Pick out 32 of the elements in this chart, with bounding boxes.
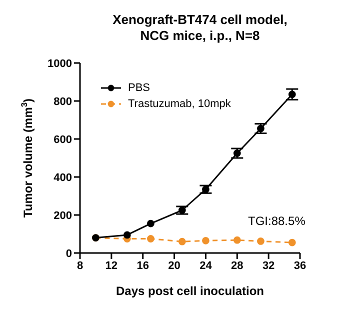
- x-tick-label: 28: [231, 260, 244, 272]
- point: [202, 236, 210, 244]
- annotation: TGI:88.5%: [248, 214, 306, 228]
- x-tick-label: 24: [200, 260, 213, 272]
- y-tick-label: 1000: [48, 58, 72, 70]
- point: [178, 238, 186, 246]
- y-tick-label: 600: [54, 134, 72, 146]
- point: [233, 150, 241, 157]
- point: [288, 238, 296, 246]
- point: [233, 236, 241, 244]
- point: [178, 206, 186, 214]
- x-tick-label: 16: [136, 260, 149, 272]
- point: [147, 220, 154, 228]
- y-tick-label: 400: [54, 172, 72, 184]
- legend-label: PBS: [128, 82, 150, 94]
- point: [202, 186, 210, 194]
- legend-label: Trastuzumab, 10mpk: [128, 98, 231, 110]
- point: [257, 124, 264, 132]
- x-tick-label: 12: [105, 260, 118, 272]
- x-tick-label: 20: [168, 260, 180, 272]
- y-tick-label: 800: [54, 96, 72, 108]
- x-tick-label: 8: [76, 260, 84, 272]
- x-tick-label: 32: [262, 260, 275, 272]
- x-axis-title: Days post cell inoculation: [116, 284, 264, 298]
- y-tick-label: 0: [66, 248, 72, 260]
- point: [147, 235, 154, 242]
- point: [257, 238, 264, 245]
- x-tick-label: 36: [294, 260, 306, 272]
- y-tick-label: 200: [54, 210, 72, 222]
- chart-title: Xenograft-BT474 cell model, NCG mice, i.p., N=8: [112, 11, 288, 45]
- point: [123, 231, 131, 239]
- point: [288, 90, 296, 98]
